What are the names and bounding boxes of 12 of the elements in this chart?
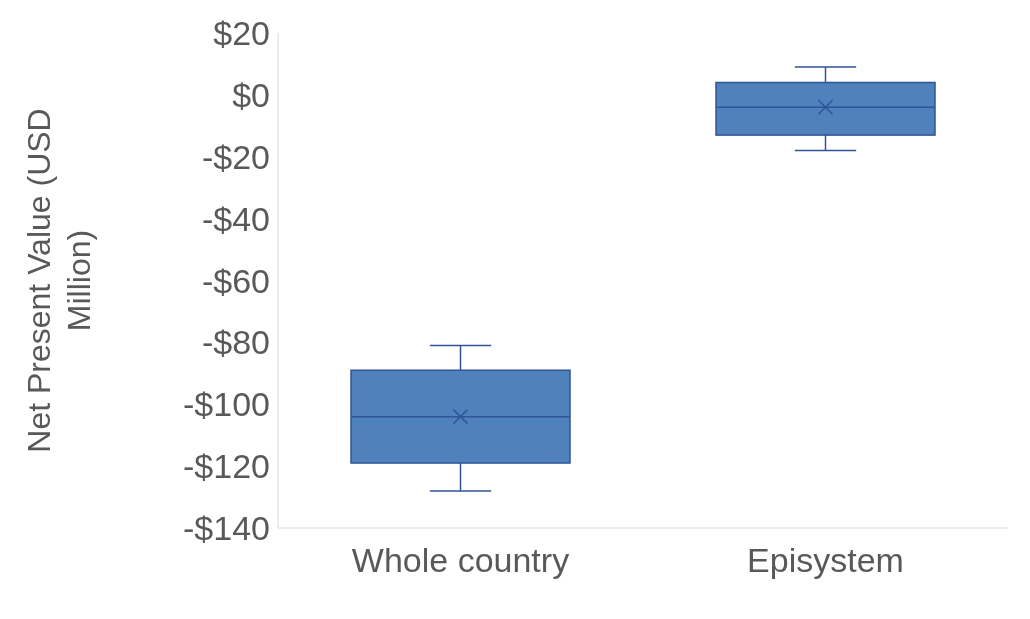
- y-tick-label: -$40: [201, 199, 270, 238]
- y-tick-label: $20: [213, 14, 270, 53]
- y-tick-label: -$100: [183, 385, 270, 424]
- y-tick-label: $0: [232, 75, 270, 114]
- x-tick-label: Whole country: [351, 541, 570, 580]
- y-tick-label: -$20: [201, 137, 270, 176]
- x-tick-label: Episystem: [747, 541, 904, 580]
- y-axis-title: Net Present Value (USD Million): [21, 108, 97, 453]
- y-tick-label: -$80: [201, 323, 270, 362]
- y-tick-label: -$140: [183, 509, 270, 548]
- y-tick-label: -$120: [183, 447, 270, 486]
- y-tick-label: -$60: [201, 261, 270, 300]
